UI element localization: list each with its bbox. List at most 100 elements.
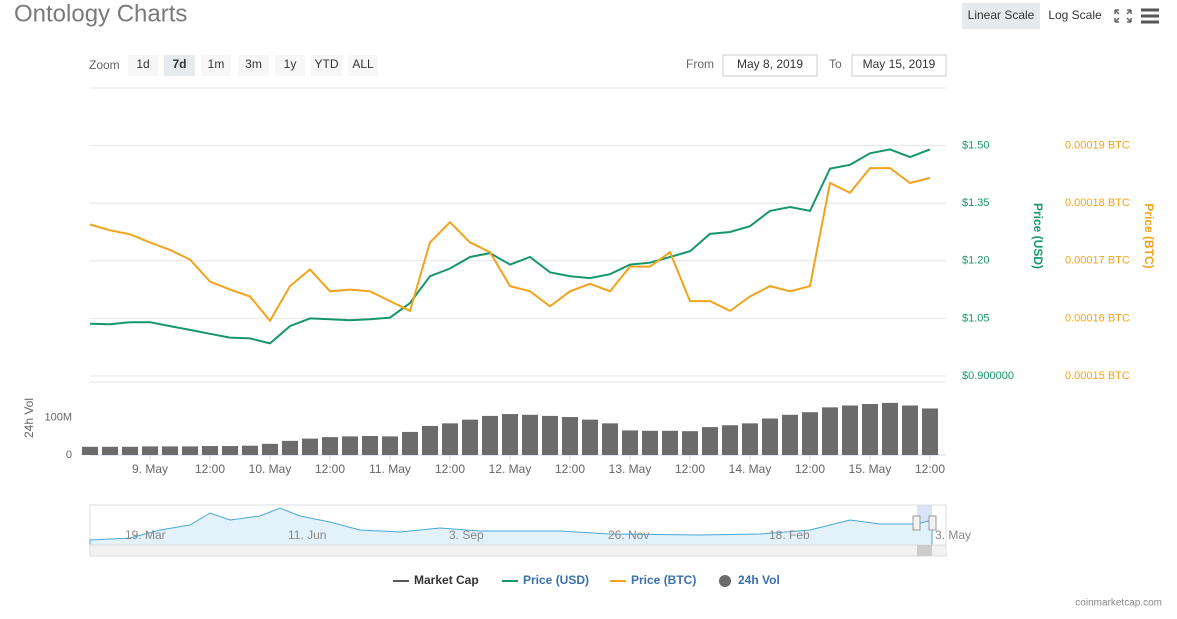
price-line [89, 167, 931, 323]
volume-bar [762, 418, 778, 455]
x-tick-label: 12:00 [795, 462, 825, 476]
volume-bar [442, 423, 458, 455]
volume-bar [262, 443, 278, 455]
vol-axis-title: 24h Vol [22, 398, 36, 438]
navigator[interactable] [89, 504, 947, 557]
volume-bar [702, 427, 718, 455]
zoom-button-label[interactable]: 1d [136, 57, 149, 71]
y2-tick-label: 0.00019 BTC [1065, 140, 1130, 152]
volume-bar [642, 430, 658, 455]
zoom-button[interactable] [238, 55, 269, 76]
to-label: To [829, 57, 842, 71]
y2-tick-label: 0.00017 BTC [1065, 255, 1130, 267]
volume-bar [822, 407, 838, 455]
volume-bar [462, 419, 478, 455]
legend-marker[interactable] [719, 575, 731, 587]
zoom-button-label[interactable]: 1m [208, 57, 225, 71]
navigator-label: 26. Nov [608, 528, 649, 542]
zoom-label: Zoom [89, 58, 120, 72]
volume-bar [922, 408, 938, 455]
legend-label[interactable]: Price (USD) [523, 573, 589, 587]
zoom-button[interactable] [275, 55, 305, 76]
volume-bar [282, 440, 298, 455]
zoom-button[interactable] [128, 55, 158, 76]
zoom-button[interactable] [348, 55, 378, 76]
volume-bar [602, 423, 618, 455]
linear-scale-button[interactable] [962, 3, 1040, 29]
zoom-button-label[interactable]: 7d [172, 57, 186, 71]
menu-icon[interactable] [1141, 8, 1159, 24]
volume-bar [322, 437, 338, 455]
navigator-label: 3. Sep [449, 528, 484, 542]
volume-bar [242, 445, 258, 455]
x-tick-label: 12:00 [915, 462, 945, 476]
volume-bar [722, 425, 738, 455]
volume-bar [582, 419, 598, 455]
zoom-button[interactable] [201, 55, 231, 76]
volume-bar [662, 430, 678, 455]
zoom-button[interactable] [164, 55, 195, 76]
zoom-button[interactable] [311, 55, 342, 76]
x-tick-label: 12. May [489, 462, 532, 476]
legend-label[interactable]: Price (BTC) [631, 573, 696, 587]
vol-tick-label: 100M [44, 412, 72, 424]
x-tick-label: 12:00 [555, 462, 585, 476]
volume-bar [162, 446, 178, 455]
y-tick-label: $1.35 [962, 197, 990, 209]
volume-bar [342, 436, 358, 455]
y2-tick-label: 0.00015 BTC [1065, 370, 1130, 382]
x-tick-label: 14. May [729, 462, 772, 476]
y-tick-label: $1.20 [962, 255, 990, 267]
volume-bar [502, 414, 518, 455]
y2-tick-label: 0.00016 BTC [1065, 312, 1130, 324]
legend-label[interactable]: Market Cap [414, 573, 479, 587]
volume-bar [882, 402, 898, 455]
fullscreen-icon[interactable] [1114, 9, 1132, 23]
volume-bar [482, 415, 498, 455]
y-tick-label: $0.900000 [962, 370, 1014, 382]
x-tick-label: 10. May [249, 462, 292, 476]
y-tick-label: $1.05 [962, 312, 990, 324]
volume-bar [842, 405, 858, 455]
x-tick-label: 12:00 [195, 462, 225, 476]
zoom-button-label[interactable]: YTD [315, 57, 339, 71]
from-input[interactable] [722, 54, 818, 77]
y-tick-label: $1.50 [962, 140, 990, 152]
x-tick-label: 13. May [609, 462, 652, 476]
navigator-label: 3. May [935, 528, 971, 542]
to-date[interactable]: May 15, 2019 [863, 57, 936, 71]
from-date[interactable]: May 8, 2019 [737, 57, 803, 71]
navigator-label: 18. Feb [769, 528, 810, 542]
zoom-button-label[interactable]: ALL [352, 57, 374, 71]
legend-label[interactable]: 24h Vol [738, 573, 780, 587]
x-tick-label: 11. May [369, 462, 411, 476]
volume-bar [682, 431, 698, 455]
log-scale-label[interactable]: Log Scale [1048, 8, 1102, 22]
credit[interactable]: coinmarketcap.com [1075, 598, 1162, 609]
linear-scale-label[interactable]: Linear Scale [968, 8, 1035, 22]
volume-bar [362, 436, 378, 455]
volume-bar [862, 404, 878, 455]
navigator-label: 11. Jun [288, 528, 326, 542]
zoom-button-label[interactable]: 1y [284, 57, 297, 71]
volume-bar [782, 414, 798, 455]
volume-bar [422, 425, 438, 455]
price-line [89, 148, 931, 345]
y2-axis-title: Price (BTC) [1142, 203, 1156, 268]
volume-bar [302, 438, 318, 455]
vol-tick-label: 0 [66, 449, 72, 461]
x-tick-label: 12:00 [315, 462, 345, 476]
x-tick-label: 12:00 [435, 462, 465, 476]
volume-bar [742, 423, 758, 455]
y-axis-title: Price (USD) [1031, 203, 1045, 269]
volume-bar [102, 446, 118, 455]
to-input[interactable] [851, 54, 947, 77]
x-tick-label: 12:00 [675, 462, 705, 476]
volume-bar [202, 446, 218, 455]
volume-bar [522, 414, 538, 455]
volume-bar [562, 417, 578, 455]
y2-tick-label: 0.00018 BTC [1065, 197, 1130, 209]
zoom-button-label[interactable]: 3m [245, 57, 262, 71]
x-tick-label: 9. May [132, 462, 168, 476]
